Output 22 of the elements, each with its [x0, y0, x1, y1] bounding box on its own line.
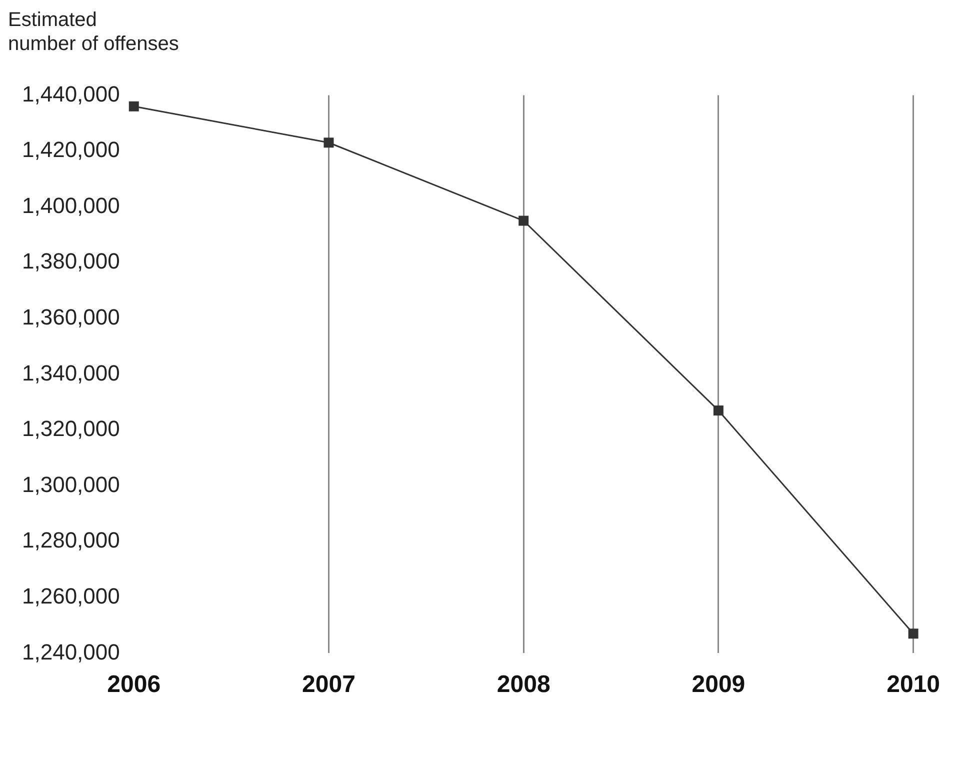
- x-tick-label: 2006: [107, 671, 161, 698]
- x-tick-label: 2009: [692, 671, 746, 698]
- y-tick-label: 1,240,000: [22, 639, 120, 664]
- y-axis-title: Estimated number of offenses: [8, 8, 180, 57]
- point: [908, 628, 918, 639]
- x-tick-label: 2010: [886, 671, 940, 698]
- y-tick-label: 1,320,000: [22, 416, 120, 442]
- point: [713, 405, 724, 416]
- y-tick-label: 1,300,000: [22, 472, 120, 497]
- y-tick-label: 1,260,000: [22, 583, 120, 608]
- point: [518, 216, 529, 226]
- y-tick-label: 1,360,000: [22, 304, 120, 330]
- y-tick-label: 1,280,000: [22, 528, 120, 553]
- point: [128, 101, 139, 112]
- y-tick-label: 1,400,000: [22, 192, 120, 218]
- y-tick-label: 1,380,000: [22, 248, 120, 274]
- y-tick-label: 1,440,000: [22, 81, 120, 106]
- x-tick-label: 2008: [496, 671, 550, 698]
- y-tick-label: 1,340,000: [22, 360, 120, 386]
- point: [324, 138, 334, 148]
- x-tick-label: 2007: [302, 671, 356, 698]
- y-tick-label: 1,420,000: [22, 137, 120, 162]
